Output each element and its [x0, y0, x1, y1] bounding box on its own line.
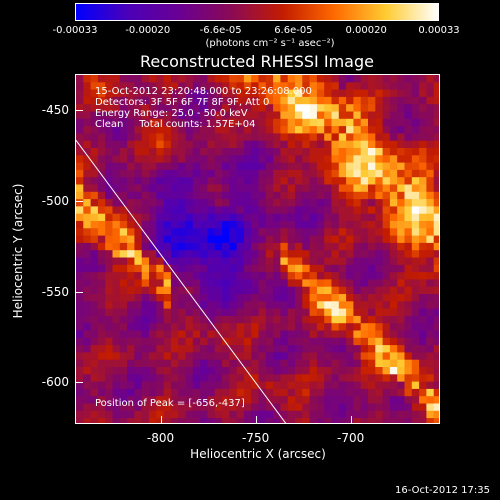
x-tick-label: -750 — [241, 431, 270, 445]
colorbar-tick-label: -0.00033 — [52, 25, 98, 36]
plot-area — [75, 74, 440, 424]
info-panel: 15-Oct-2012 23:20:48.000 to 23:26:08.000… — [95, 86, 312, 130]
y-tick-label: -600 — [41, 375, 69, 390]
heatmap-image — [76, 75, 439, 423]
x-tick-label: -800 — [146, 431, 175, 445]
x-tick-mark — [350, 416, 352, 424]
y-tick-mark — [75, 382, 83, 384]
x-tick-mark — [160, 416, 162, 424]
y-tick-mark — [75, 291, 83, 293]
chart-title: Reconstructed RHESSI Image — [140, 52, 374, 71]
y-axis-label: Heliocentric Y (arcsec) — [11, 183, 25, 319]
peak-position-label: Position of Peak = [-656,-437] — [95, 398, 245, 409]
timestamp: 16-Oct-2012 17:35 — [395, 485, 490, 496]
info-energy: Energy Range: 25.0 - 50.0 keV — [95, 108, 248, 119]
info-detectors: Detectors: 3F 5F 6F 7F 8F 9F, Att 0 — [95, 97, 270, 108]
colorbar-tick-label: -0.00020 — [125, 25, 171, 36]
y-tick-label: -450 — [41, 103, 69, 118]
y-tick-label: -550 — [41, 284, 69, 299]
x-axis-label: Heliocentric X (arcsec) — [190, 447, 326, 461]
colorbar-tick-label: -6.6e-05 — [199, 25, 242, 36]
info-clean: Clean Total counts: 1.57E+04 — [95, 119, 256, 130]
x-tick-label: -700 — [337, 431, 365, 445]
solar-limb-line — [76, 139, 287, 423]
y-tick-label: -500 — [41, 193, 69, 208]
y-tick-mark — [75, 110, 83, 112]
info-time: 15-Oct-2012 23:20:48.000 to 23:26:08.000 — [95, 86, 312, 97]
colorbar-unit-label: (photons cm⁻² s⁻¹ asec⁻²) — [205, 38, 335, 49]
colorbar — [75, 3, 439, 21]
colorbar-tick-label: 6.6e-05 — [274, 25, 313, 36]
colorbar-tick-label: 0.00020 — [345, 25, 387, 36]
y-tick-mark — [75, 200, 83, 202]
colorbar-tick-label: 0.00033 — [418, 25, 460, 36]
x-tick-mark — [255, 416, 257, 424]
